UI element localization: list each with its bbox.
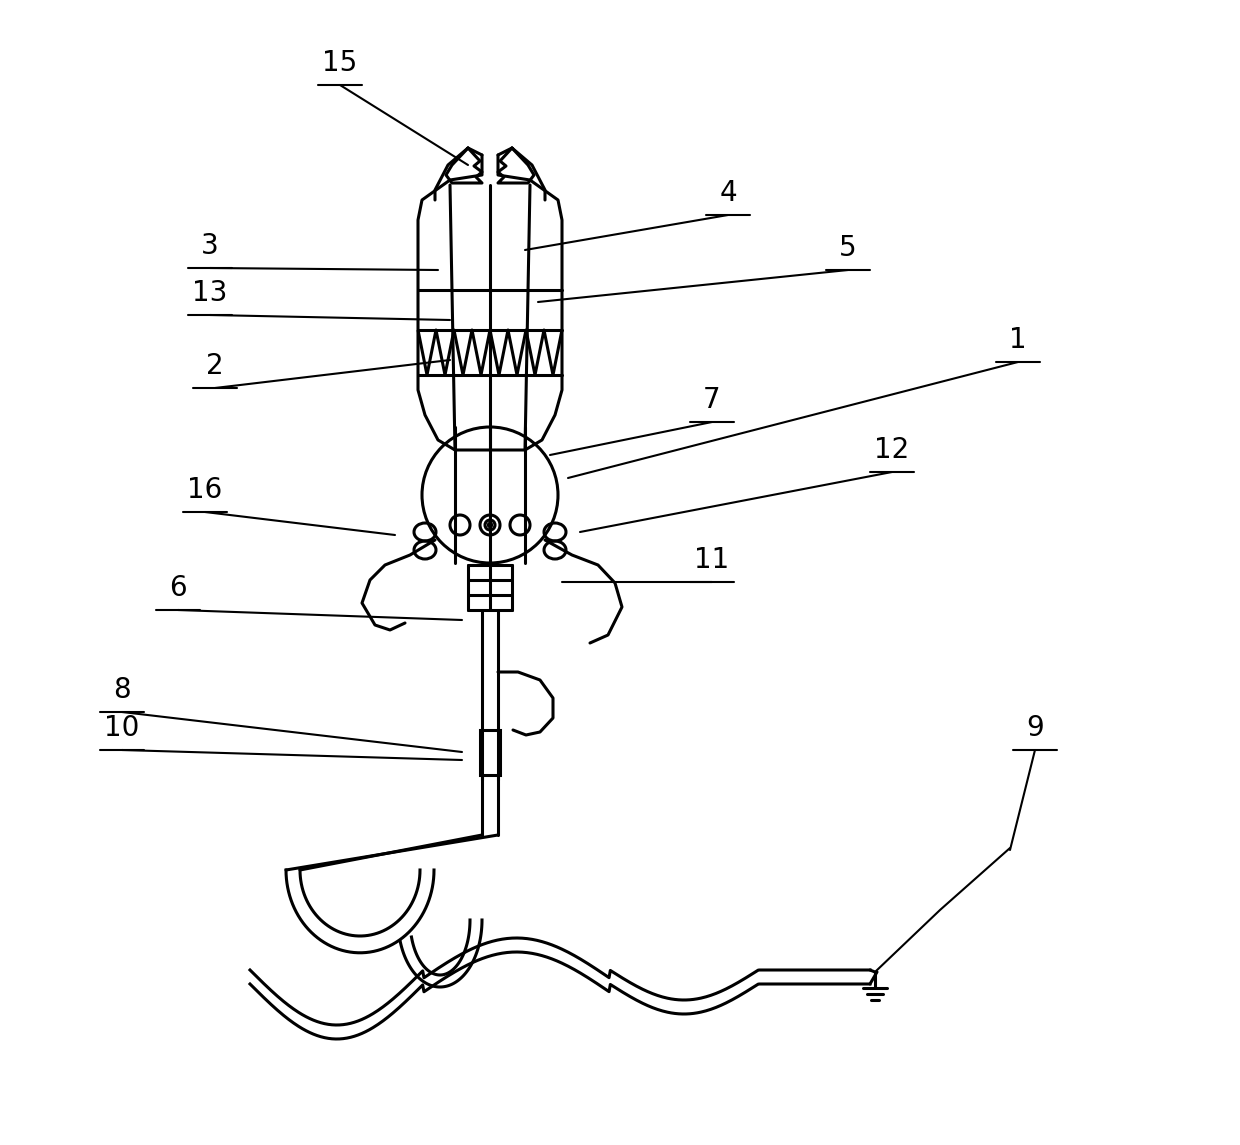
Text: 6: 6 [169,574,187,602]
Text: 12: 12 [874,436,910,464]
Text: 3: 3 [201,232,219,260]
Text: 16: 16 [187,476,223,504]
Text: 4: 4 [719,179,737,207]
Text: 10: 10 [104,714,140,742]
Text: 11: 11 [694,546,729,574]
Text: 9: 9 [1027,714,1044,742]
Text: 1: 1 [1009,326,1027,354]
Bar [480,731,500,775]
Text: 8: 8 [113,676,130,704]
Text: 15: 15 [322,49,357,77]
Text: 2: 2 [206,352,223,380]
Circle shape [487,522,492,528]
Text: 13: 13 [192,279,228,307]
Text: 5: 5 [839,234,857,262]
Text: 7: 7 [703,386,720,414]
